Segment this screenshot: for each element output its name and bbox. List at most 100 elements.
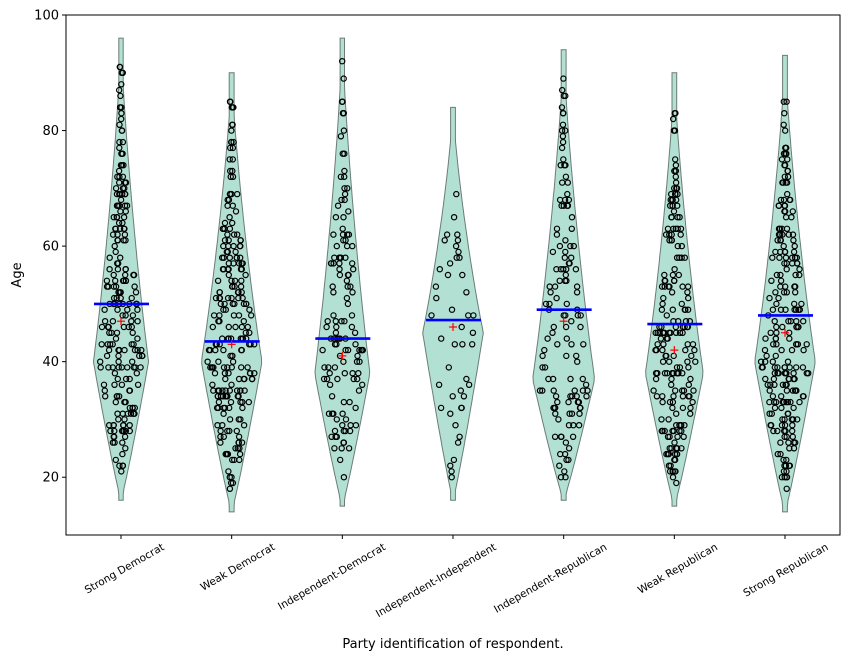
data-point [341, 185, 348, 192]
data-point [553, 225, 561, 232]
data-point [225, 404, 233, 412]
data-point [783, 150, 790, 157]
data-point [237, 237, 244, 244]
data-point [211, 370, 219, 377]
data-point [669, 474, 677, 481]
data-point [771, 404, 779, 412]
data-point [777, 439, 784, 446]
data-point [246, 329, 253, 336]
data-point [340, 358, 347, 365]
data-point [458, 323, 465, 331]
data-point [550, 387, 557, 394]
data-point [229, 167, 236, 175]
data-point [668, 237, 675, 244]
violin-body [422, 106, 484, 501]
data-point [560, 202, 568, 209]
data-point [103, 352, 111, 360]
data-point [568, 341, 575, 348]
data-point [209, 323, 216, 331]
data-point [115, 289, 122, 296]
data-point [659, 300, 666, 308]
data-point [668, 381, 675, 388]
data-point [687, 375, 694, 383]
data-point [228, 456, 236, 464]
data-point [780, 468, 788, 475]
data-point [789, 422, 796, 429]
data-point [567, 242, 574, 250]
data-point [217, 427, 224, 435]
data-point [98, 323, 106, 331]
data-point [320, 375, 328, 383]
data-point [662, 352, 669, 360]
data-point [799, 364, 807, 371]
data-point [779, 381, 787, 388]
data-point [451, 341, 458, 348]
data-point [232, 248, 239, 256]
data-point [344, 346, 352, 354]
data-point [670, 208, 678, 215]
data-point [560, 92, 568, 100]
data-point [658, 416, 665, 423]
data-point [330, 289, 337, 296]
data-point [116, 121, 123, 129]
data-point [450, 456, 458, 464]
data-point [777, 450, 784, 458]
data-point [776, 225, 784, 232]
data-point [112, 398, 120, 406]
data-point [676, 213, 683, 221]
data-point [122, 208, 130, 215]
data-point [661, 329, 668, 336]
data-point [226, 225, 234, 232]
data-point [114, 237, 121, 244]
data-point [774, 237, 781, 244]
data-point [113, 294, 120, 302]
data-point [220, 433, 227, 440]
data-point [684, 306, 692, 313]
data-point [226, 144, 234, 152]
data-point [122, 427, 130, 435]
data-point [668, 213, 675, 221]
data-point [559, 86, 566, 94]
data-point [352, 404, 359, 412]
data-point [341, 196, 348, 204]
data-point [803, 341, 810, 348]
data-point [349, 260, 356, 267]
data-point [117, 196, 125, 204]
data-point [244, 364, 251, 371]
data-point [677, 231, 684, 238]
data-point [226, 485, 234, 492]
mean-marker [227, 340, 236, 349]
data-point [342, 346, 349, 354]
data-point [785, 318, 792, 325]
data-point [772, 352, 780, 360]
data-point [565, 456, 572, 464]
data-point [333, 416, 340, 423]
data-point [563, 456, 570, 464]
data-point [781, 202, 788, 209]
data-point [670, 352, 677, 360]
data-point [650, 387, 657, 394]
data-point [356, 346, 363, 354]
data-point [119, 185, 127, 192]
data-point [333, 242, 340, 250]
data-point [240, 318, 247, 325]
data-point [340, 474, 348, 481]
data-point [770, 375, 778, 383]
data-point [781, 370, 789, 377]
data-point [354, 352, 361, 360]
data-point [684, 358, 691, 365]
data-point [469, 341, 476, 348]
data-point [668, 289, 676, 296]
data-point [132, 364, 139, 371]
data-point [570, 242, 578, 250]
data-point [582, 381, 590, 388]
data-point [559, 179, 566, 186]
data-point [344, 283, 351, 290]
data-point [666, 237, 673, 244]
data-point [658, 306, 666, 313]
data-point [119, 219, 126, 227]
data-point [114, 306, 121, 313]
data-point [790, 248, 798, 256]
data-point [790, 237, 797, 244]
